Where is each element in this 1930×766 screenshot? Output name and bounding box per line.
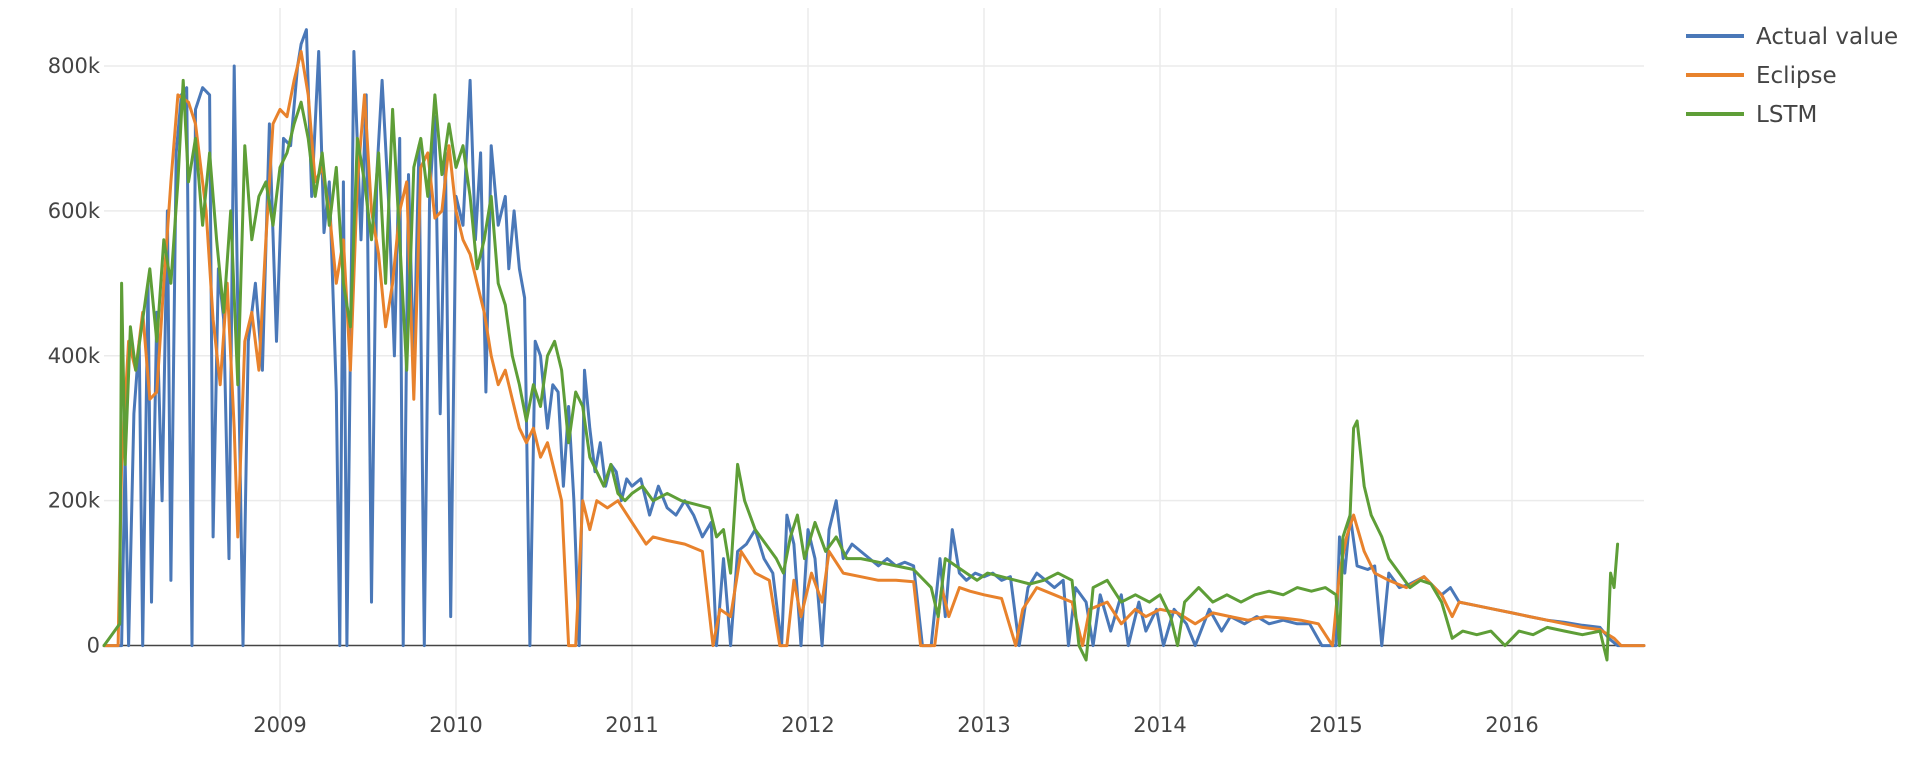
series-line-eclipse bbox=[102, 50, 1646, 648]
x-axis-ticks: 2009 2010 2011 2012 2013 2014 2015 2016 bbox=[253, 713, 1538, 737]
legend-label: Eclipse bbox=[1756, 63, 1837, 89]
y-tick-label: 600k bbox=[48, 199, 101, 223]
series-line-lstm bbox=[102, 78, 1620, 662]
x-tick-label: 2014 bbox=[1133, 713, 1186, 737]
x-grid bbox=[279, 8, 1513, 718]
legend-item[interactable]: Actual value bbox=[1686, 24, 1898, 50]
legend-label: LSTM bbox=[1756, 102, 1817, 128]
x-tick-label: 2013 bbox=[957, 713, 1010, 737]
y-tick-label: 200k bbox=[48, 489, 101, 513]
y-tick-label: 800k bbox=[48, 54, 101, 78]
x-tick-label: 2016 bbox=[1485, 713, 1538, 737]
x-tick-label: 2015 bbox=[1309, 713, 1362, 737]
legend-item[interactable]: LSTM bbox=[1686, 102, 1817, 128]
legend-item[interactable]: Eclipse bbox=[1686, 63, 1837, 89]
x-tick-label: 2009 bbox=[253, 713, 306, 737]
x-tick-label: 2011 bbox=[605, 713, 658, 737]
y-tick-label: 400k bbox=[48, 344, 101, 368]
legend-label: Actual value bbox=[1756, 24, 1898, 50]
y-tick-label: 0 bbox=[87, 634, 100, 658]
series-line-actual-value bbox=[102, 28, 1646, 648]
x-tick-label: 2012 bbox=[781, 713, 834, 737]
y-axis-ticks: 0 200k 400k 600k 800k bbox=[48, 54, 101, 658]
legend: Actual value Eclipse LSTM bbox=[1686, 24, 1898, 128]
series-layer bbox=[102, 28, 1646, 662]
x-tick-label: 2010 bbox=[429, 713, 482, 737]
